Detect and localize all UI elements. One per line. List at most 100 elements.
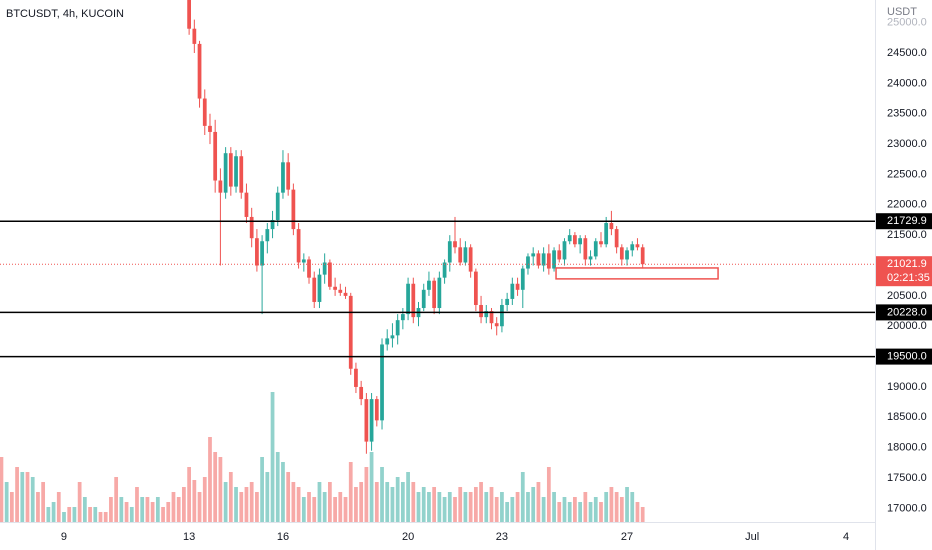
volume-bar	[93, 507, 98, 522]
volume-bar	[0, 457, 4, 522]
y-tick-label: 19000.0	[887, 381, 927, 393]
candle-body	[202, 98, 207, 126]
candle-body	[338, 289, 343, 293]
y-tick-label: 24500.0	[887, 47, 927, 59]
candle-body	[614, 229, 619, 248]
volume-bar	[400, 482, 405, 522]
candle-body	[390, 335, 395, 339]
candle-body	[359, 386, 364, 400]
candle-body	[442, 262, 447, 278]
candle-body	[552, 250, 556, 269]
candle-body	[234, 156, 238, 187]
level-label: 19500.0	[887, 351, 927, 363]
volume-bar	[291, 482, 296, 522]
volume-bar	[281, 462, 285, 522]
candle-body	[489, 311, 494, 324]
y-tick-label: 25000.0	[887, 17, 927, 29]
volume-bar	[249, 482, 254, 522]
x-tick-label: 13	[183, 531, 195, 543]
x-tick-label: Jul	[745, 531, 759, 543]
volume-bar	[77, 482, 82, 522]
volume-bar	[484, 492, 489, 522]
x-tick-label: 27	[621, 531, 633, 543]
candle-body	[275, 192, 280, 220]
volume-bar	[114, 477, 119, 522]
y-tick-label: 23000.0	[887, 138, 927, 150]
volume-bar	[531, 487, 536, 522]
candle-body	[197, 43, 202, 99]
volume-bar	[124, 502, 129, 522]
volume-bar	[56, 492, 61, 522]
candle-body	[192, 28, 197, 44]
candle-body	[427, 280, 431, 290]
candle-body	[317, 274, 322, 302]
candle-body	[301, 259, 306, 263]
volume-bar	[103, 512, 108, 522]
candle-body	[395, 320, 400, 336]
x-tick-label: 9	[61, 531, 67, 543]
volume-bar	[557, 502, 562, 522]
level-label-box	[876, 348, 932, 365]
candle-body	[265, 229, 270, 242]
candle-body	[270, 219, 275, 230]
candle-body	[604, 223, 609, 245]
candle-body	[468, 247, 473, 272]
volume-bar	[255, 492, 259, 522]
volume-bar	[578, 502, 582, 522]
volume-bar	[609, 487, 614, 522]
candle-body	[208, 125, 212, 132]
volume-bar	[635, 502, 640, 522]
volume-bar	[614, 492, 619, 522]
volume-bar	[500, 492, 504, 522]
volume-bar	[447, 492, 452, 522]
volume-bar	[192, 480, 197, 522]
volume-bar	[510, 497, 515, 522]
volume-bar	[625, 487, 629, 522]
volume-bar	[583, 492, 588, 522]
volume-bar	[88, 507, 92, 522]
volume-bar	[270, 392, 275, 522]
volume-bar	[343, 497, 348, 522]
volume-bar	[171, 492, 176, 522]
volume-bar	[536, 482, 541, 522]
candle-body	[484, 311, 489, 318]
x-tick-label: 20	[402, 531, 414, 543]
volume-bar	[129, 507, 134, 522]
volume-bar	[364, 467, 369, 522]
candle-body	[609, 223, 614, 230]
y-tick-label: 17500.0	[887, 472, 927, 484]
x-tick-label: 4	[843, 531, 849, 543]
volume-bar	[312, 497, 317, 522]
last-price-label: 21021.9	[887, 258, 927, 270]
volume-bar	[4, 482, 9, 522]
volume-bar	[317, 482, 322, 522]
volume-bar	[333, 497, 337, 522]
volume-bar	[453, 497, 457, 522]
candle-body	[536, 253, 541, 266]
volume-bar	[30, 477, 35, 522]
volume-bar	[140, 497, 145, 522]
candle-body	[583, 238, 588, 260]
candle-body	[619, 247, 624, 260]
volume-bar	[182, 487, 186, 522]
volume-bar	[505, 502, 510, 522]
candle-body	[458, 247, 463, 263]
candle-body	[494, 323, 499, 327]
volume-bar	[208, 437, 212, 522]
candle-body	[411, 283, 416, 318]
volume-bar	[82, 497, 87, 522]
volume-bar	[369, 452, 374, 522]
candle-body	[625, 250, 629, 260]
candle-body	[286, 162, 291, 190]
candle-body	[244, 192, 249, 217]
volume-bar	[546, 467, 551, 522]
candle-body	[421, 289, 426, 309]
volume-bar	[593, 497, 598, 522]
volume-bar	[473, 487, 478, 522]
candle-body	[385, 338, 390, 345]
axes: 17000.0 17500.0 18000.0 18500.0 19000.0 19500…	[61, 17, 932, 543]
volume-bar	[328, 482, 332, 522]
volume-bar	[98, 512, 103, 522]
candle-body	[328, 262, 332, 287]
candle-body	[406, 283, 410, 315]
